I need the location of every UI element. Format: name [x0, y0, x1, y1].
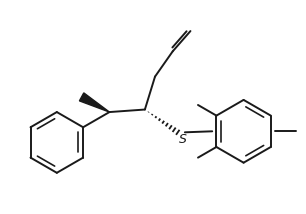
Polygon shape	[80, 93, 110, 112]
Text: S: S	[179, 133, 187, 146]
